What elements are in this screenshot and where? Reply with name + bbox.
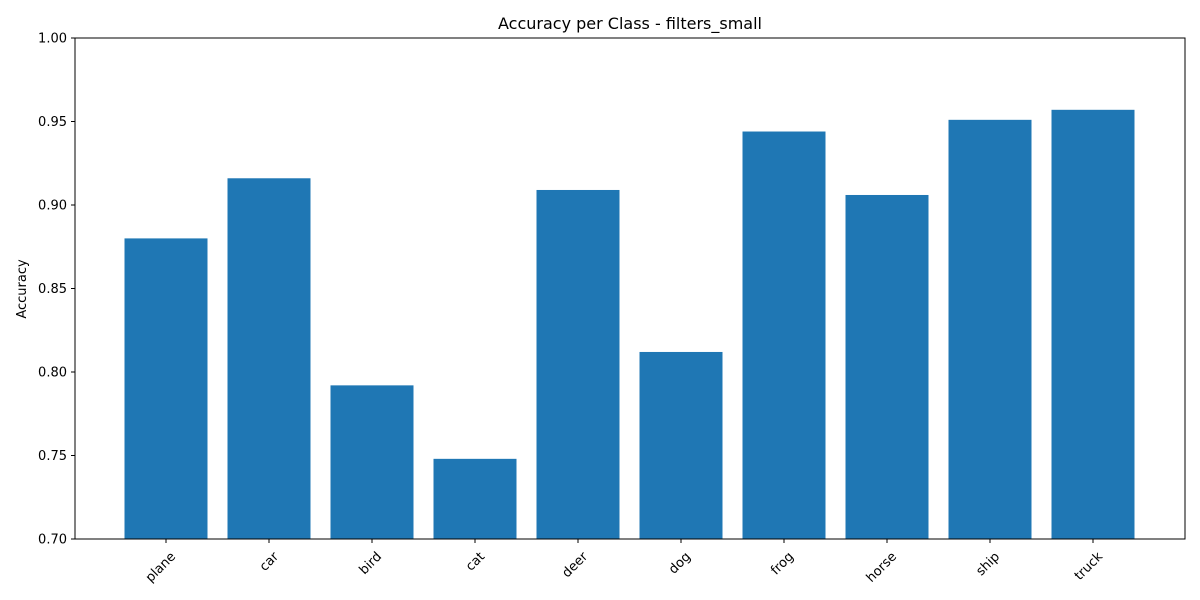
bar-horse — [845, 194, 929, 540]
y-tick-label: 0.75 — [38, 449, 67, 464]
x-tick-label-dog: dog — [666, 549, 694, 577]
x-tick-label-cat: cat — [463, 549, 488, 574]
x-tick-label-ship: ship — [973, 549, 1003, 579]
bar-truck — [1051, 109, 1135, 539]
x-tick-label-plane: plane — [143, 549, 179, 585]
plot-frame — [74, 37, 1186, 540]
y-ticks-group: 0.70 0.75 0.80 0.85 0.90 0.95 1.00 — [38, 32, 75, 548]
chart-title: Accuracy per Class - filters_small — [498, 14, 762, 34]
bar-car — [227, 178, 311, 539]
x-tick-label-car: car — [257, 549, 283, 575]
x-tick-label-frog: frog — [768, 549, 797, 578]
bars-group — [124, 109, 1135, 540]
bar-plane — [124, 238, 208, 539]
x-tick-label-truck: truck — [1072, 549, 1107, 584]
bar-cat — [433, 458, 517, 539]
x-tick-label-bird: bird — [357, 549, 385, 577]
y-tick-label: 1.00 — [38, 32, 67, 47]
bar-deer — [536, 189, 620, 539]
y-tick-label: 0.90 — [38, 199, 67, 214]
y-tick-label: 0.95 — [38, 115, 67, 130]
x-tick-label-horse: horse — [864, 549, 900, 585]
y-tick-label: 0.80 — [38, 366, 67, 381]
y-tick-label: 0.85 — [38, 282, 67, 297]
bar-ship — [948, 119, 1032, 539]
bar-bird — [330, 385, 414, 539]
bar-frog — [742, 131, 826, 539]
y-axis-label: Accuracy — [15, 259, 30, 319]
y-tick-label: 0.70 — [38, 533, 67, 548]
x-ticks-group: plane car bird cat deer dog frog horse ship truck — [143, 539, 1106, 586]
x-tick-label-deer: deer — [560, 549, 592, 581]
bar-dog — [639, 351, 723, 539]
